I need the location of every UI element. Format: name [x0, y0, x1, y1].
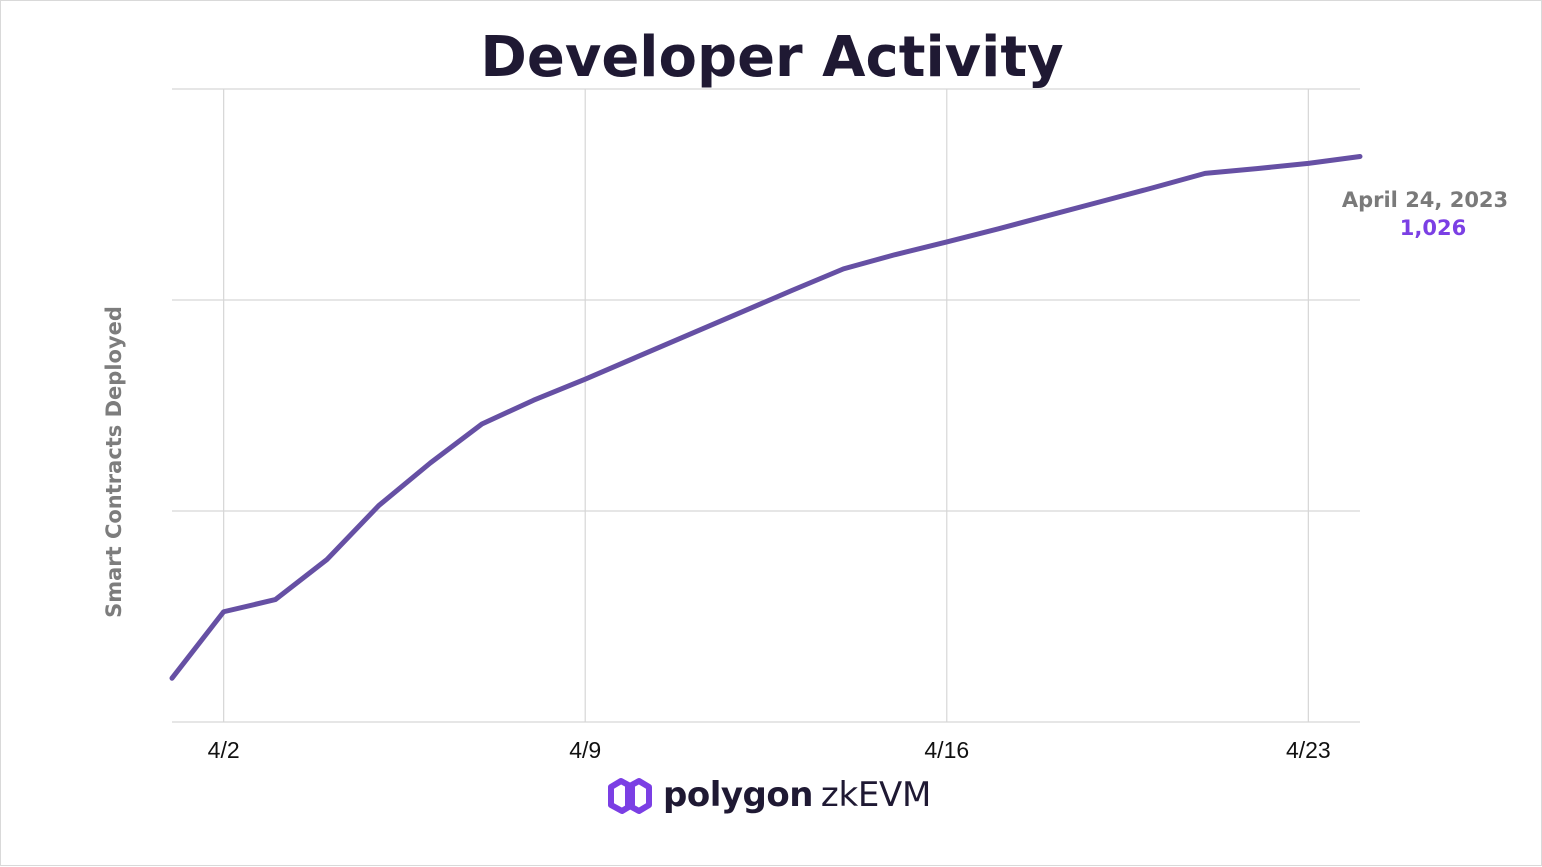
brand-wordmark-primary: polygon	[663, 775, 813, 815]
series-line	[169, 154, 1363, 681]
chart-title: Developer Activity	[480, 25, 1063, 90]
x-tick-label: 4/23	[1286, 737, 1331, 763]
polygon-logo-icon	[608, 778, 652, 814]
line-layer	[169, 154, 1363, 681]
brand-logo: polygon zkEVM	[605, 771, 931, 821]
brand-wordmark-secondary: zkEVM	[820, 775, 932, 815]
x-tick-label: 4/2	[208, 737, 240, 763]
annotation-date: April 24, 2023	[1342, 188, 1508, 212]
brand-wordmark: polygon zkEVM	[663, 778, 931, 812]
y-axis-label: Smart Contracts Deployed	[102, 306, 126, 618]
x-tick-label: 4/16	[924, 737, 969, 763]
grid-layer	[172, 88, 1360, 723]
annotation-value: 1,026	[1400, 216, 1466, 240]
text-layer: 4/2 4/9 4/16 4/23 Developer Activity Smart Co…	[102, 25, 1508, 763]
x-tick-label: 4/9	[569, 737, 601, 763]
